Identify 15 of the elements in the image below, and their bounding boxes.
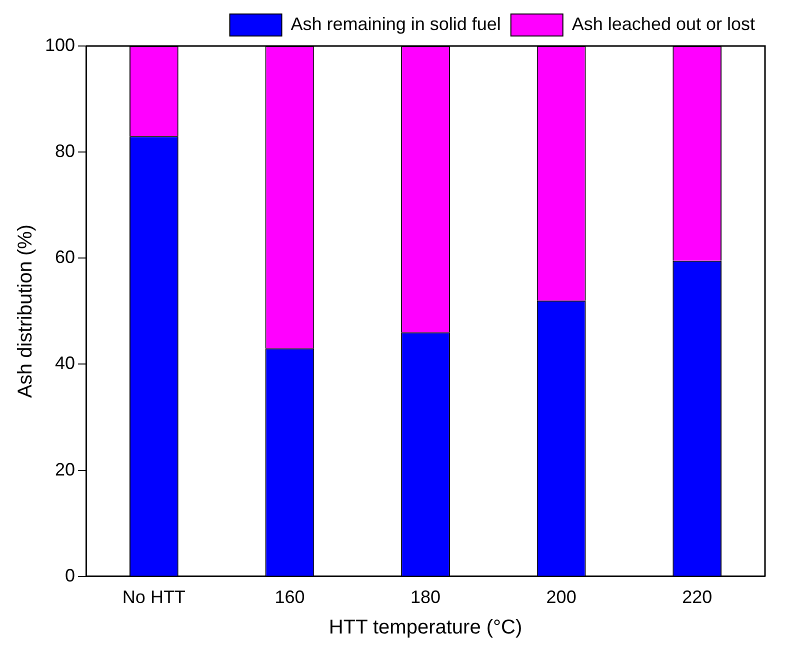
x-tick-label: 160 — [274, 587, 305, 608]
legend-label: Ash leached out or lost — [572, 14, 756, 34]
x-axis-title: HTT temperature (°C) — [328, 616, 522, 639]
y-tick-label: 100 — [44, 34, 76, 55]
y-axis-title: Ash distribution (%) — [14, 224, 37, 398]
y-tick-label: 40 — [55, 353, 76, 374]
y-tick-label: 60 — [55, 247, 76, 268]
x-tick-label: 200 — [546, 587, 576, 608]
x-tick-label: No HTT — [122, 587, 186, 608]
legend-label: Ash remaining in solid fuel — [290, 14, 501, 34]
x-tick-label: 180 — [410, 587, 441, 608]
y-tick-label: 0 — [65, 565, 76, 586]
x-tick-label: 220 — [682, 587, 712, 608]
y-tick-label: 80 — [55, 141, 76, 162]
y-tick-label: 20 — [55, 459, 76, 480]
